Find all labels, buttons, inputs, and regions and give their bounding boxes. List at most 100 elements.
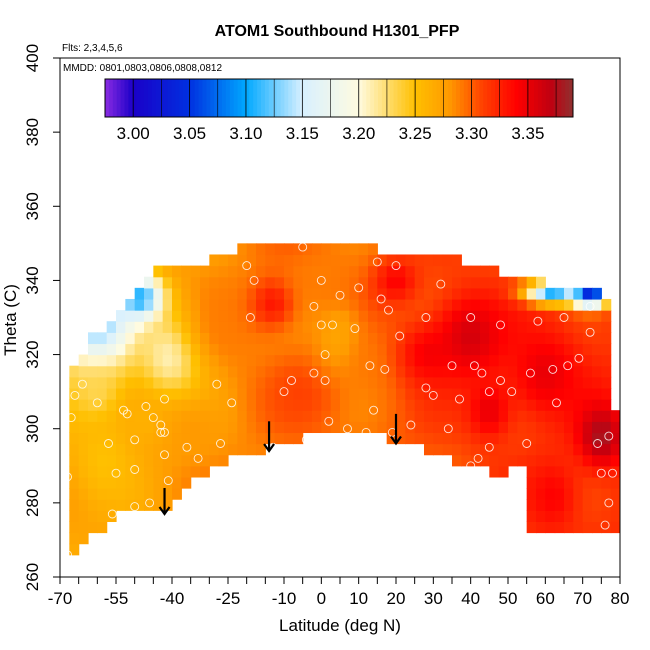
sample-point	[287, 376, 296, 385]
heatmap-cell	[125, 298, 136, 311]
colorbar-segment	[385, 79, 391, 117]
heatmap-cell	[508, 310, 518, 322]
colorbar-segment	[518, 79, 523, 117]
heatmap-cell	[601, 454, 612, 467]
heatmap-cell	[573, 298, 584, 311]
heatmap-cell	[181, 387, 192, 400]
heatmap-cell	[265, 287, 276, 300]
colorbar-segment	[292, 79, 297, 117]
heatmap-cell	[386, 254, 397, 267]
heatmap-cell	[452, 310, 462, 322]
heatmap-cell	[442, 276, 453, 289]
heatmap-cell	[209, 365, 220, 378]
heatmap-cell	[545, 399, 556, 411]
heatmap-cell	[358, 421, 369, 434]
heatmap-cell	[246, 310, 257, 322]
heatmap-cell	[452, 287, 462, 300]
heatmap-cell	[265, 298, 276, 311]
heatmap-cell	[461, 298, 472, 311]
heatmap-cell	[573, 443, 584, 456]
heatmap-cell	[396, 354, 406, 367]
heatmap-cell	[424, 410, 434, 422]
heatmap-cell	[265, 354, 276, 367]
heatmap-cell	[274, 387, 285, 400]
heatmap-cell	[461, 421, 472, 434]
heatmap-cell	[88, 343, 98, 356]
heatmap-cell	[125, 488, 136, 500]
heatmap-cell	[592, 365, 602, 378]
heatmap-cell	[424, 254, 434, 267]
heatmap-cell	[442, 399, 453, 411]
heatmap-cell	[564, 287, 574, 300]
heatmap-cell	[480, 410, 490, 422]
heatmap-cell	[526, 454, 537, 467]
heatmap-cell	[97, 354, 108, 367]
heatmap-cell	[69, 432, 80, 445]
heatmap-cell	[582, 454, 593, 467]
colorbar-segment	[249, 79, 254, 117]
heatmap-cell	[545, 488, 556, 500]
heatmap-cell	[228, 265, 238, 278]
heatmap-cell	[536, 488, 546, 500]
heatmap-cell	[582, 376, 593, 389]
heatmap-cell	[610, 521, 620, 534]
heatmap-cell	[480, 399, 490, 411]
heatmap-cell	[545, 343, 556, 356]
sample-point	[77, 379, 87, 389]
heatmap-cell	[424, 399, 434, 411]
heatmap-cell	[601, 499, 612, 511]
colorbar-segment	[456, 79, 461, 117]
heatmap-cell	[172, 287, 182, 300]
heatmap-cell	[181, 332, 192, 345]
heatmap-cell	[88, 387, 98, 400]
colorbar-segment	[253, 79, 258, 117]
heatmap-cell	[368, 410, 378, 422]
colorbar-segment	[409, 79, 414, 117]
sample-point	[316, 320, 326, 330]
colorbar-segment	[510, 79, 515, 117]
heatmap-cell	[153, 276, 164, 289]
heatmap-cell	[69, 443, 80, 456]
heatmap-cell	[340, 254, 350, 267]
heatmap-cell	[190, 432, 201, 445]
heatmap-cell	[368, 365, 378, 378]
heatmap-cell	[97, 443, 108, 456]
heatmap-cell	[386, 310, 397, 322]
heatmap-cell	[470, 410, 481, 422]
heatmap-cell	[78, 421, 89, 434]
colorbar-segment	[241, 79, 246, 117]
heatmap-cell	[610, 476, 620, 489]
heatmap-cell	[554, 343, 565, 356]
heatmap-cell	[405, 265, 416, 278]
heatmap-cell	[162, 276, 173, 289]
heatmap-cell	[564, 465, 574, 478]
heatmap-cell	[97, 387, 108, 400]
heatmap-cell	[536, 465, 546, 478]
heatmap-cell	[517, 321, 528, 333]
heatmap-cell	[162, 354, 173, 367]
heatmap-cell	[97, 365, 108, 378]
heatmap-cell	[172, 298, 182, 311]
heatmap-cell	[106, 410, 117, 422]
heatmap-cell	[190, 387, 201, 400]
heatmap-cell	[601, 310, 612, 322]
heatmap-cell	[218, 287, 229, 300]
colorbar-segment	[132, 79, 137, 117]
heatmap-cell	[200, 265, 210, 278]
heatmap-cell	[452, 432, 462, 445]
sample-point	[343, 424, 352, 434]
heatmap-cell	[452, 443, 462, 456]
heatmap-cell	[358, 365, 369, 378]
heatmap-cell	[480, 432, 490, 445]
heatmap-cell	[246, 298, 257, 311]
sample-point	[160, 450, 169, 460]
heatmap-cell	[526, 476, 537, 489]
heatmap-cell	[554, 510, 565, 522]
heatmap-cell	[368, 421, 378, 434]
heatmap-cell	[573, 499, 584, 511]
heatmap-cell	[526, 365, 537, 378]
heatmap-cell	[181, 476, 192, 489]
sample-point	[436, 279, 446, 289]
heatmap-cell	[414, 265, 425, 278]
heatmap-cell	[442, 310, 453, 322]
